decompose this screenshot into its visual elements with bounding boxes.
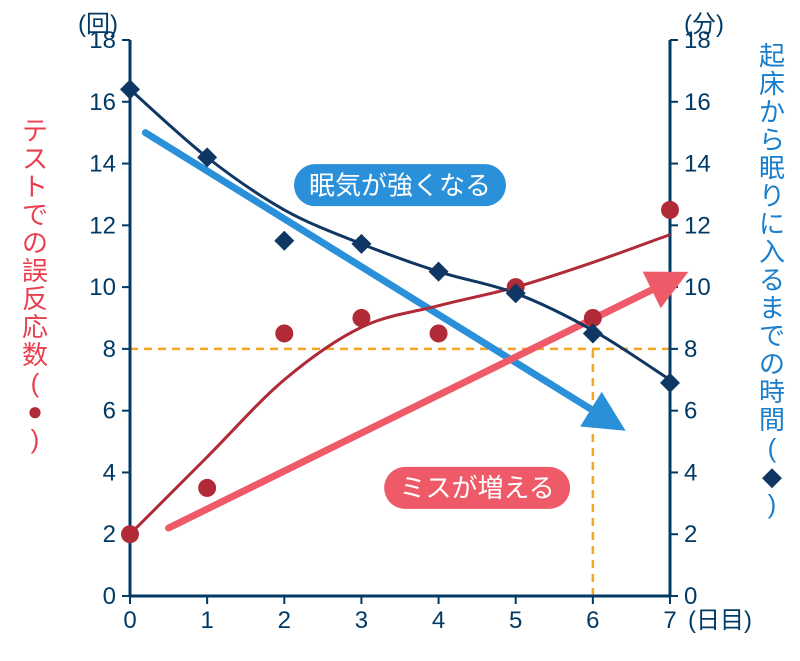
chart-container: 01234567(日目)024681012141618(回)0246810121… [0,0,800,656]
red-point [352,309,370,327]
blue-annotation: 眠気が強くなる [294,164,506,206]
x-tick-label: 7 [663,607,676,634]
svg-text:間: 間 [759,405,785,435]
y-right-tick-label: 10 [684,274,711,301]
svg-text:ス: ス [22,144,48,174]
svg-text:誤: 誤 [22,256,48,286]
svg-text:る: る [759,265,785,295]
x-tick-label: 4 [432,607,445,634]
y-right-tick-label: 16 [684,89,711,116]
y-right-tick-label: 8 [684,336,697,363]
svg-text:応: 応 [22,312,48,342]
x-axis-unit: (日目) [688,607,752,634]
y-left-tick-label: 4 [103,459,116,486]
svg-text:(: ( [768,433,777,463]
y-left-unit: (回) [78,11,118,38]
red-point [430,324,448,342]
red-point [661,201,679,219]
x-tick-label: 5 [509,607,522,634]
svg-text:ら: ら [759,125,785,155]
y-right-tick-label: 2 [684,521,697,548]
svg-text:ト: ト [22,172,48,202]
y-left-tick-label: 12 [89,212,116,239]
y-left-tick-label: 14 [89,151,116,178]
svg-text:テ: テ [22,116,48,146]
svg-text:入: 入 [759,237,785,267]
y-left-tick-label: 10 [89,274,116,301]
svg-text:ま: ま [759,293,785,323]
svg-text:で: で [759,321,785,351]
y-left-tick-label: 6 [103,398,116,425]
x-tick-label: 3 [355,607,368,634]
x-tick-label: 2 [278,607,291,634]
x-tick-label: 0 [123,607,136,634]
svg-text:床: 床 [759,69,785,99]
y-right-tick-label: 6 [684,398,697,425]
svg-text:(: ( [31,368,40,398]
y-right-tick-label: 0 [684,583,697,610]
red-point [275,324,293,342]
svg-text:眠: 眠 [759,153,785,183]
svg-text:り: り [759,181,785,211]
red-point [198,479,216,497]
y-right-tick-label: 12 [684,212,711,239]
chart-svg: 01234567(日目)024681012141618(回)0246810121… [0,0,800,656]
svg-text:反: 反 [22,284,48,314]
y-right-tick-label: 4 [684,459,697,486]
y-right-unit: (分) [684,11,724,38]
svg-text:): ) [768,489,777,519]
blue-annotation-text: 眠気が強くなる [309,170,491,200]
y-left-tick-label: 16 [89,89,116,116]
svg-text:の: の [22,228,48,258]
svg-text:●: ● [27,396,43,426]
y-left-tick-label: 0 [103,583,116,610]
red-annotation: ミスが増える [384,467,570,509]
x-tick-label: 6 [586,607,599,634]
svg-text:数: 数 [22,340,48,370]
svg-text:時: 時 [759,377,785,407]
svg-text:): ) [31,424,40,454]
red-annotation-text: ミスが増える [400,473,555,503]
svg-text:◆: ◆ [762,461,782,491]
red-point [121,525,139,543]
y-left-tick-label: 8 [103,336,116,363]
svg-text:の: の [759,349,785,379]
y-left-tick-label: 2 [103,521,116,548]
svg-text:に: に [759,209,785,239]
svg-text:起: 起 [759,41,785,71]
svg-text:で: で [22,200,48,230]
svg-text:か: か [759,97,785,127]
x-tick-label: 1 [200,607,213,634]
y-right-tick-label: 14 [684,151,711,178]
